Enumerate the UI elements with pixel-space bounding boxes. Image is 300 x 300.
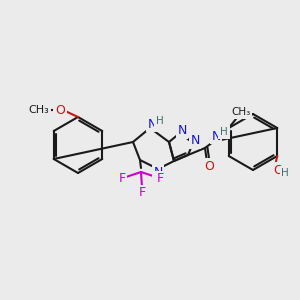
Text: F: F [138, 187, 146, 200]
Text: H: H [156, 116, 164, 126]
Text: N: N [211, 130, 221, 142]
Text: H: H [281, 168, 289, 178]
Text: H: H [220, 127, 228, 137]
Text: O: O [204, 160, 214, 172]
Text: F: F [118, 172, 126, 185]
Text: CH₃: CH₃ [28, 105, 50, 115]
Text: N: N [177, 124, 187, 137]
Text: CH₃: CH₃ [231, 107, 250, 117]
Text: O: O [273, 164, 283, 176]
Text: O: O [55, 103, 65, 116]
Text: F: F [156, 172, 164, 185]
Text: N: N [153, 167, 163, 179]
Text: N: N [147, 118, 157, 130]
Text: N: N [190, 134, 200, 148]
